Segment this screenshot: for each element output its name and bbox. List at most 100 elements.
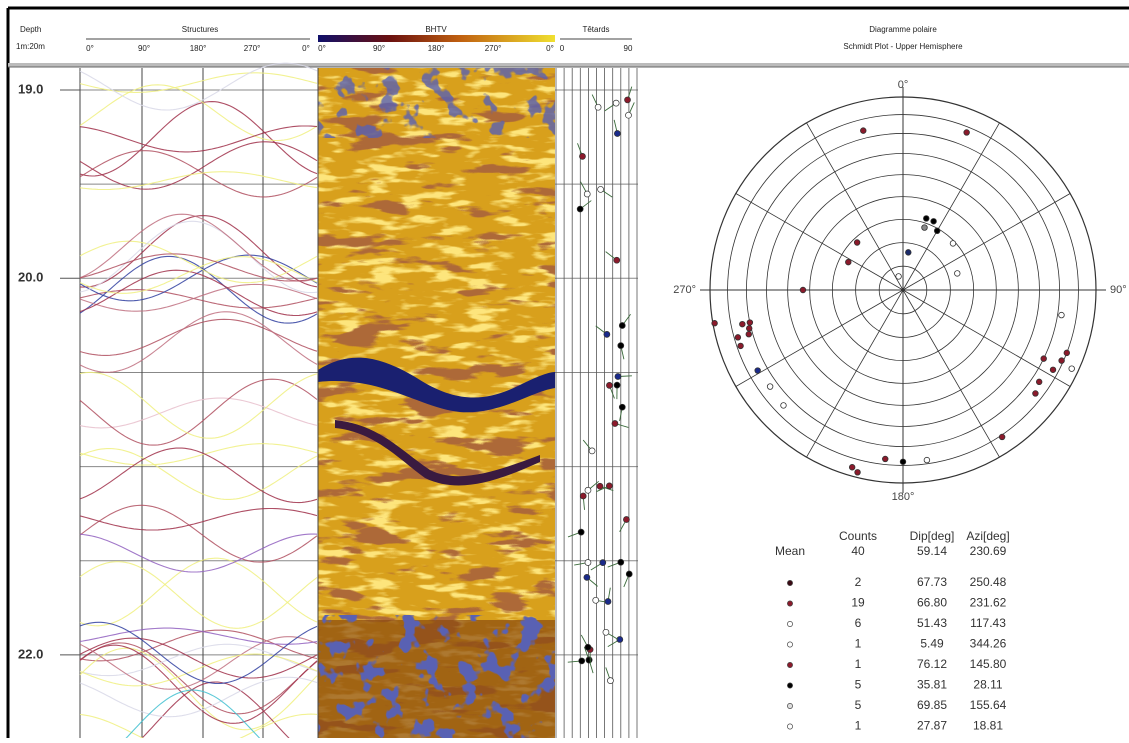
pole-point (738, 343, 744, 349)
polar-axis-label: 180° (892, 491, 915, 503)
stats-value: 76.12 (917, 657, 947, 671)
stats-symbol (787, 724, 792, 729)
stats-value: 250.48 (970, 575, 1007, 589)
tadpole-head (579, 658, 585, 664)
pole-point (964, 130, 970, 136)
tadpole-head (618, 559, 624, 565)
pole-point (740, 321, 746, 327)
stats-value: 117.43 (970, 616, 1006, 630)
tadpole-head (585, 560, 591, 566)
stats-value: 1 (855, 719, 862, 733)
tadpole-head (619, 404, 625, 410)
tadpole-head (614, 130, 620, 136)
tadpole-head (606, 483, 612, 489)
scale-tick-label: 90 (624, 44, 633, 53)
tadpole-head (614, 257, 620, 263)
stats-value: 28.11 (973, 678, 1002, 692)
stats-symbol (787, 703, 792, 708)
stats-value: 2 (855, 575, 862, 589)
tadpole-head (625, 97, 631, 103)
page: Depth 1m:20m Structures BHTV Têtards Dia… (0, 0, 1129, 738)
tadpole-head (619, 322, 625, 328)
pole-point (855, 470, 861, 476)
tadpole-head (585, 644, 591, 650)
scale-tick-label: 0 (560, 44, 565, 53)
pole-point (755, 368, 761, 374)
stats-mean-label: Mean (775, 544, 805, 558)
stats-column-header: Counts (839, 529, 877, 543)
pole-point (1059, 358, 1065, 364)
bhtv-colorbar (318, 35, 555, 42)
tadpole-head (584, 574, 590, 580)
tadpole-head (589, 448, 595, 454)
stats-symbol (787, 601, 792, 606)
tadpole-head (606, 382, 612, 388)
depth-label: 22.0 (18, 646, 43, 661)
pole-point (1050, 367, 1056, 373)
pole-point (931, 218, 937, 224)
stats-mean-value: 59.14 (917, 544, 947, 558)
pole-point (896, 274, 902, 280)
scale-tick-label: 180° (190, 44, 207, 53)
tadpole-head (625, 112, 631, 118)
polar-axis-label: 0° (898, 79, 909, 91)
stats-column-header: Azi[deg] (966, 529, 1009, 543)
stats-value: 5 (855, 678, 862, 692)
stats-value: 231.62 (970, 596, 1007, 610)
pole-point (781, 403, 787, 409)
scale-tick-label: 0° (546, 44, 554, 53)
stats-mean-value: 40 (851, 544, 865, 558)
tadpole-head (614, 382, 620, 388)
tadpole-head (577, 206, 583, 212)
scale-tick-label: 0° (302, 44, 310, 53)
scale-tick-label: 0° (318, 44, 326, 53)
stats-symbol (787, 621, 792, 626)
tadpole-head (600, 560, 606, 566)
pole-point (1069, 366, 1075, 372)
stats-value: 51.43 (917, 616, 947, 630)
scale-tick-label: 270° (485, 44, 502, 53)
pole-point (882, 456, 888, 462)
pole-point (900, 459, 906, 465)
pole-point (1059, 312, 1065, 318)
tadpole-head (604, 331, 610, 337)
scale-tick-label: 180° (428, 44, 445, 53)
pole-point (746, 326, 752, 332)
background (0, 0, 1129, 738)
bhtv-image (318, 68, 555, 738)
pole-point (1033, 391, 1039, 397)
stats-value: 27.87 (917, 719, 947, 733)
stats-mean-value: 230.69 (970, 544, 1007, 558)
scale-tick-label: 90° (138, 44, 150, 53)
stats-symbol (787, 642, 792, 647)
tadpole-head (597, 483, 603, 489)
stats-value: 1 (855, 637, 862, 651)
pole-point (954, 271, 960, 277)
header-separator (8, 63, 1129, 67)
stats-value: 5 (855, 698, 862, 712)
tadpole-head (605, 599, 611, 605)
pole-point (905, 250, 911, 256)
pole-point (923, 216, 929, 222)
structures-header: Structures (182, 25, 218, 34)
pole-point (1036, 379, 1042, 385)
tadpole-head (598, 186, 604, 192)
stats-symbol (787, 662, 792, 667)
stats-symbol (787, 683, 792, 688)
pole-point (950, 241, 956, 247)
bhtv-header: BHTV (425, 25, 447, 34)
tadpole-head (579, 153, 585, 159)
stats-value: 5.49 (920, 637, 944, 651)
tadpole-head (618, 343, 624, 349)
tadpole-head (595, 104, 601, 110)
stats-column-header: Dip[deg] (910, 529, 955, 543)
stats-value: 155.64 (970, 698, 1007, 712)
pole-point (767, 384, 773, 390)
tadpole-head (603, 629, 609, 635)
tadpole-head (615, 374, 621, 380)
stats-symbol (787, 580, 792, 585)
pole-point (1041, 356, 1047, 362)
tadpole-head (578, 529, 584, 535)
pole-point (999, 434, 1005, 440)
stats-value: 18.81 (973, 719, 1003, 733)
